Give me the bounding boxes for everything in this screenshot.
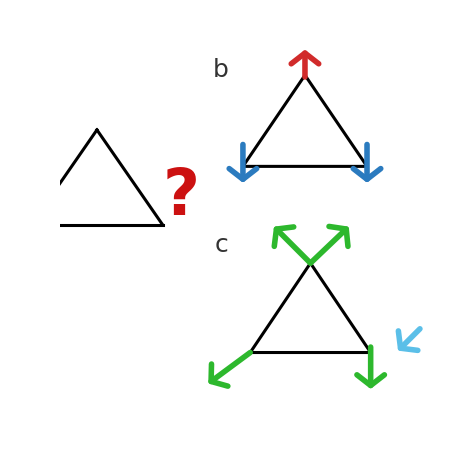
Text: ?: ? — [163, 166, 200, 228]
Text: c: c — [214, 233, 228, 257]
Text: b: b — [213, 58, 229, 82]
